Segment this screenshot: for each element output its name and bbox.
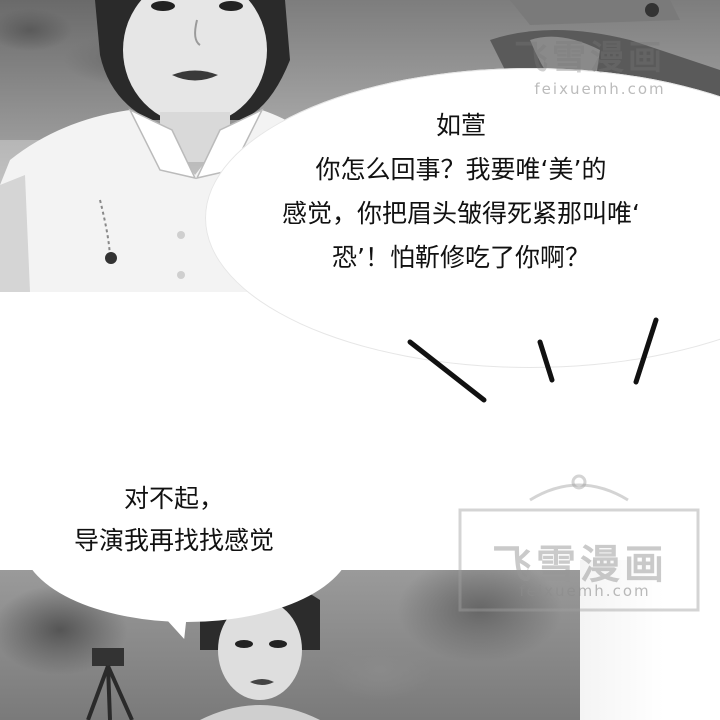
dialogue-line: 感觉，你把眉头皱得死紧那叫唯‘: [282, 199, 640, 228]
speech-bubble-director-text: 如萱 你怎么回事？我要唯‘美’的 感觉，你把眉头皱得死紧那叫唯‘ 恐’！怕靳修吃…: [226, 104, 696, 280]
speech-bubble-actress-text: 对不起， 导演我再找找感觉: [24, 478, 324, 562]
dialogue-line: 导演我再找找感觉: [73, 526, 274, 555]
dialogue-line: 对不起，: [123, 484, 224, 513]
misty-edge: [580, 560, 720, 720]
emphasis-strokes: [407, 317, 659, 403]
watermark-frame-icon: [458, 474, 700, 612]
speech-bubble-actress: [22, 462, 352, 622]
dialogue-line: 你怎么回事？我要唯‘美’的: [315, 155, 607, 184]
dialogue-line: 恐’！怕靳修吃了你啊？: [332, 243, 590, 272]
speaker-name: 如萱: [435, 111, 486, 140]
speech-bubble-director: [205, 68, 720, 368]
camera-tripod: [86, 648, 134, 720]
